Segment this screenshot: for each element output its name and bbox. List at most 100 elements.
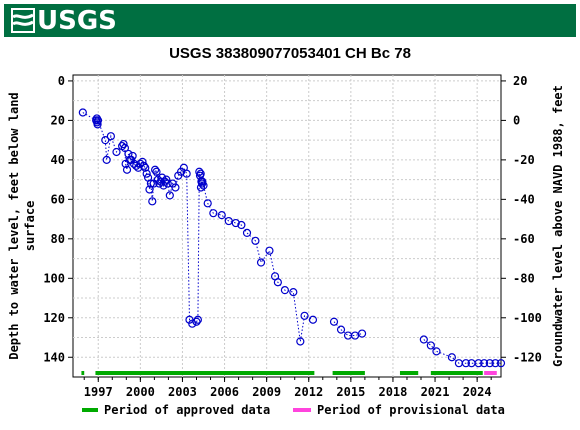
data-point — [256, 258, 266, 267]
data-point — [231, 218, 240, 228]
data-point — [265, 246, 274, 255]
data-point — [128, 151, 137, 161]
data-point — [461, 359, 471, 368]
data-point — [78, 108, 87, 117]
data-point — [491, 359, 500, 368]
x-tick-label: 2003 — [168, 385, 197, 399]
data-point — [199, 181, 208, 190]
data-point — [195, 167, 204, 176]
usgs-wave-icon — [11, 8, 35, 33]
data-point — [474, 359, 483, 368]
data-point — [237, 220, 246, 230]
x-tick-label: 1997 — [84, 385, 113, 399]
data-series — [78, 108, 506, 368]
legend-provisional-label: Period of provisional data — [317, 403, 505, 417]
y-tick-label-left: 60 — [51, 192, 65, 206]
y-axis-label-left-line1: Depth to water level, feet below land — [7, 92, 21, 359]
x-tick-label: 2009 — [252, 385, 281, 399]
x-tick-label: 2006 — [210, 385, 239, 399]
data-point — [198, 177, 207, 186]
y-tick-label-right: -60 — [513, 232, 535, 246]
data-point — [112, 147, 121, 157]
data-point — [329, 317, 339, 326]
data-point — [426, 341, 435, 350]
data-point — [162, 175, 171, 184]
data-point — [242, 228, 252, 238]
y-tick-label-left: 40 — [51, 153, 65, 167]
data-point — [432, 347, 441, 356]
x-tick-label: 2018 — [378, 385, 407, 399]
x-tick-label: 2021 — [421, 385, 450, 399]
data-point — [480, 359, 489, 368]
data-point — [119, 139, 128, 149]
data-point — [308, 315, 318, 324]
y-tick-label-right: -20 — [513, 153, 535, 167]
data-point — [132, 161, 141, 170]
data-point — [165, 191, 174, 200]
usgs-banner: USGS — [4, 4, 576, 37]
y-tick-label-left: 0 — [58, 74, 65, 88]
y-tick-label-right: -100 — [513, 311, 542, 325]
legend-approved-label: Period of approved data — [104, 403, 270, 417]
x-tick-label: 2012 — [294, 385, 323, 399]
data-point — [139, 161, 148, 170]
y-tick-label-left: 20 — [51, 113, 65, 127]
data-point — [496, 359, 506, 368]
data-point — [141, 163, 150, 172]
y-tick-label-left: 120 — [43, 311, 65, 325]
data-point — [203, 199, 212, 208]
y-tick-label-right: 0 — [513, 113, 520, 127]
data-point — [146, 179, 155, 188]
data-point — [93, 120, 102, 129]
y-axis-label-right: Groundwater level above NAVD 1988, feet — [551, 85, 565, 367]
y-tick-label-right: 20 — [513, 74, 527, 88]
data-point — [280, 286, 289, 295]
data-point — [101, 136, 110, 145]
usgs-logo-text: USGS — [37, 6, 117, 36]
y-tick-label-left: 140 — [43, 350, 65, 364]
data-point — [217, 211, 226, 220]
data-point — [196, 183, 206, 192]
grid — [73, 75, 501, 377]
y-axis-label-left-line2: surface — [23, 201, 37, 252]
data-point — [148, 197, 157, 206]
y-tick-label-left: 100 — [43, 271, 65, 285]
y-tick-label-right: -80 — [513, 271, 535, 285]
chart-title: USGS 383809077053401 CH Bc 78 — [169, 45, 411, 62]
x-tick-label: 2024 — [463, 385, 492, 399]
data-point — [93, 116, 103, 125]
y-tick-label-right: -40 — [513, 192, 535, 206]
data-point — [142, 169, 151, 178]
y-tick-label-left: 80 — [51, 232, 65, 246]
data-point — [447, 353, 456, 362]
x-tick-label: 2000 — [126, 385, 155, 399]
data-point — [289, 288, 298, 297]
data-point — [273, 278, 282, 287]
data-point — [152, 167, 161, 176]
data-point — [182, 169, 191, 178]
data-point — [163, 179, 172, 188]
data-point — [300, 311, 309, 320]
x-tick-label: 2015 — [336, 385, 365, 399]
data-point — [192, 317, 201, 326]
data-point — [145, 185, 154, 194]
data-point — [336, 325, 346, 334]
data-point — [120, 143, 130, 153]
data-point — [209, 209, 218, 218]
data-point — [188, 319, 197, 328]
data-point — [419, 335, 428, 344]
data-point — [193, 315, 202, 324]
data-point — [485, 359, 494, 368]
plot-frame — [72, 74, 502, 378]
data-point — [357, 329, 367, 338]
data-point — [150, 165, 160, 174]
axis-ticks: 1997 2000 2003 2006 2009 2012 2015 2018 2021 2024… — [43, 74, 542, 399]
data-point — [196, 169, 205, 178]
data-point — [102, 155, 111, 164]
data-point — [251, 236, 260, 245]
y-tick-label-right: -120 — [513, 350, 542, 364]
data-point — [296, 337, 305, 346]
data-point — [122, 165, 132, 174]
data-point — [171, 183, 180, 192]
